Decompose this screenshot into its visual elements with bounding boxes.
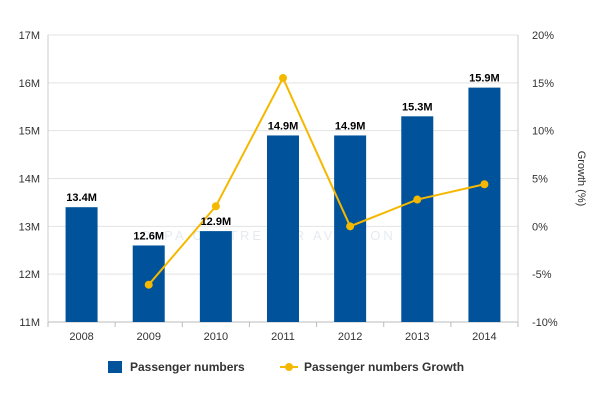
y-right-tick-label: -5% xyxy=(532,269,552,281)
y-left-tick-label: 16M xyxy=(19,78,40,90)
bar-data-label: 12.9M xyxy=(201,216,232,228)
growth-point xyxy=(480,180,489,189)
legend-swatch-passenger-numbers xyxy=(108,361,122,373)
bar-passenger-numbers xyxy=(468,87,501,322)
legend-label-growth: Passenger numbers Growth xyxy=(304,360,464,374)
bar-data-label: 14.9M xyxy=(335,120,366,132)
growth-point xyxy=(279,74,287,83)
y-left-tick-label: 17M xyxy=(19,30,40,42)
y-right-tick-label: 5% xyxy=(532,174,548,186)
x-tick-label: 2010 xyxy=(204,331,228,343)
y-right-tick-label: 20% xyxy=(532,30,554,42)
bar-data-label: 14.9M xyxy=(268,120,299,132)
y-right-tick-label: 0% xyxy=(532,221,548,233)
x-tick-label: 2011 xyxy=(271,331,295,343)
bar-data-label: 15.3M xyxy=(402,101,433,113)
growth-point xyxy=(144,280,153,289)
y-left-tick-label: 12M xyxy=(19,269,40,281)
growth-point xyxy=(211,202,220,211)
y-right-tick-label: 10% xyxy=(532,126,554,138)
growth-point xyxy=(413,195,422,204)
chart-legend: Passenger numbers Passenger numbers Growt… xyxy=(108,360,464,374)
y-right-axis-title: Growth (%) xyxy=(575,151,587,207)
growth-line xyxy=(147,75,485,286)
bar-data-label: 15.9M xyxy=(469,73,500,85)
x-tick-label: 2012 xyxy=(338,331,362,343)
bar-passenger-numbers xyxy=(401,116,434,322)
bar-passenger-numbers xyxy=(199,231,232,322)
legend-label-passenger-numbers: Passenger numbers xyxy=(130,360,245,374)
bar-data-label: 12.6M xyxy=(133,230,164,242)
y-right-tick-label: 15% xyxy=(532,78,554,90)
x-tick-label: 2009 xyxy=(136,331,160,343)
y-left-tick-label: 11M xyxy=(19,317,40,329)
bar-passenger-numbers xyxy=(267,135,299,322)
y-left-tick-label: 13M xyxy=(19,221,40,233)
y-left-tick-label: 15M xyxy=(19,126,40,138)
x-tick-label: 2013 xyxy=(405,331,429,343)
x-tick-label: 2014 xyxy=(472,331,496,343)
legend-marker-growth xyxy=(285,363,293,371)
y-left-tick-label: 14M xyxy=(19,174,40,186)
bar-passenger-numbers xyxy=(65,207,98,322)
growth-point xyxy=(346,222,355,231)
x-tick-label: 2008 xyxy=(69,331,93,343)
bar-data-label: 13.4M xyxy=(66,192,97,204)
y-right-tick-label: -10% xyxy=(532,317,558,329)
